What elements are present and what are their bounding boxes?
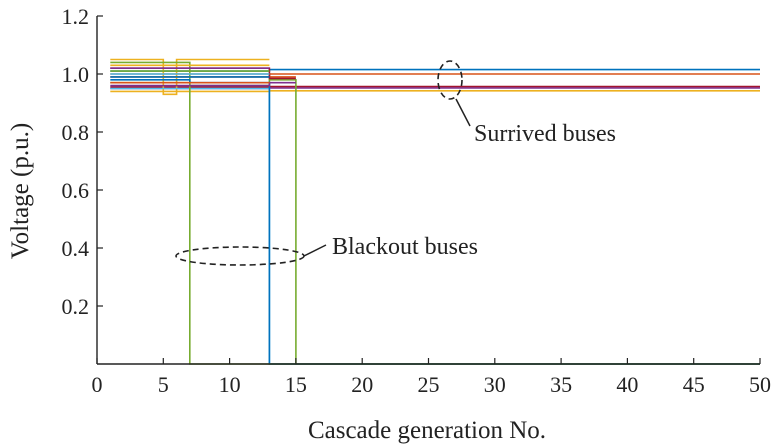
x-tick-label: 25 bbox=[418, 372, 440, 397]
x-tick-label: 45 bbox=[683, 372, 705, 397]
series-line-8 bbox=[110, 87, 760, 365]
y-tick-label: 0.6 bbox=[62, 178, 90, 203]
y-axis-label: Voltage (p.u.) bbox=[7, 123, 34, 259]
x-tick-label: 5 bbox=[158, 372, 169, 397]
surrived-buses-leader bbox=[455, 98, 471, 127]
series-line-12 bbox=[110, 81, 296, 87]
y-tick-label: 1.2 bbox=[62, 4, 90, 29]
series-line-7 bbox=[110, 61, 760, 365]
x-tick-label: 20 bbox=[351, 372, 373, 397]
x-axis-label: Cascade generation No. bbox=[308, 417, 546, 444]
x-tick-label: 0 bbox=[92, 372, 103, 397]
blackout-buses-leader bbox=[303, 244, 327, 257]
x-tick-label: 30 bbox=[484, 372, 506, 397]
x-tick-label: 50 bbox=[749, 372, 771, 397]
y-tick-label: 0.4 bbox=[62, 236, 90, 261]
y-tick-label: 0.8 bbox=[62, 120, 90, 145]
x-tick-label: 15 bbox=[285, 372, 307, 397]
series-line-5 bbox=[110, 85, 760, 88]
x-tick-label: 35 bbox=[550, 372, 572, 397]
series-line-4 bbox=[110, 90, 760, 93]
blackout-buses-label: Blackout buses bbox=[332, 234, 478, 260]
y-tick-label: 0.2 bbox=[62, 294, 90, 319]
x-tick-label: 40 bbox=[616, 372, 638, 397]
x-tick-label: 10 bbox=[219, 372, 241, 397]
series-line-10 bbox=[110, 81, 760, 365]
blackout-buses-ellipse bbox=[175, 246, 305, 266]
y-tick-label: 1.0 bbox=[62, 62, 90, 87]
series-line-6 bbox=[110, 58, 270, 96]
surrived-buses-label: Surrived buses bbox=[474, 121, 616, 147]
series-line-9 bbox=[110, 79, 760, 365]
surrived-buses-ellipse bbox=[437, 60, 463, 100]
axes-layer: 0 5 10 15 20 25 30 35 40 45 50 0.2 0.4 0.6 0.8 1.0 1.2 bbox=[62, 4, 772, 397]
series-layer bbox=[110, 58, 760, 365]
annotations-layer: Surrived buses Blackout buses bbox=[175, 60, 616, 266]
